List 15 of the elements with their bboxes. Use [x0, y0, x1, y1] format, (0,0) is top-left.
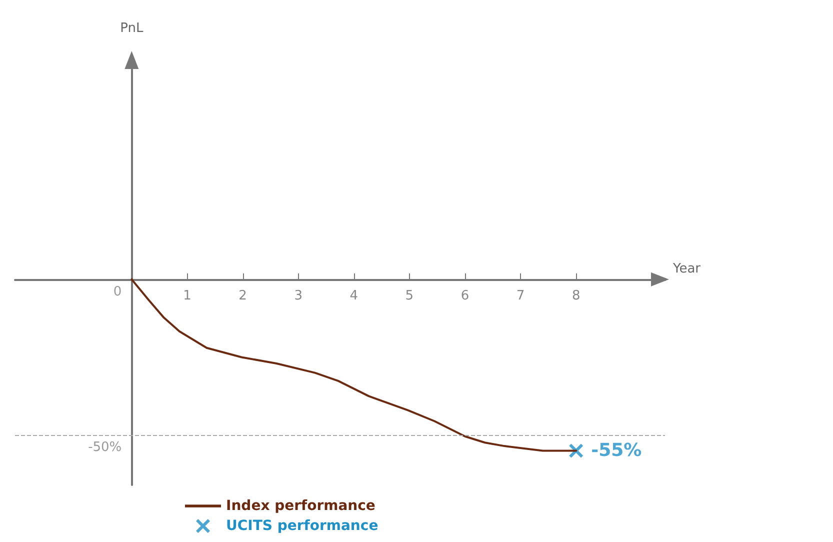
x-tick-label: 8 — [572, 288, 580, 304]
data-label: -55% — [591, 440, 642, 462]
legend-label: Index performance — [226, 498, 376, 514]
y-tick-label: 0 — [113, 284, 122, 300]
x-tick-label: 7 — [516, 288, 525, 304]
x-axis-title: Year — [672, 261, 702, 276]
x-tick-label: 3 — [294, 288, 302, 304]
x-tick-label: 2 — [238, 288, 247, 304]
x-tick-label: 4 — [350, 288, 358, 304]
x-tick-label: 5 — [405, 288, 414, 304]
y-axis-title: PnL — [120, 21, 144, 36]
y-tick-label: -50% — [88, 440, 122, 456]
legend-label: UCITS performance — [226, 518, 378, 534]
x-tick-label: 6 — [460, 288, 470, 304]
x-tick-label: 1 — [183, 288, 192, 304]
